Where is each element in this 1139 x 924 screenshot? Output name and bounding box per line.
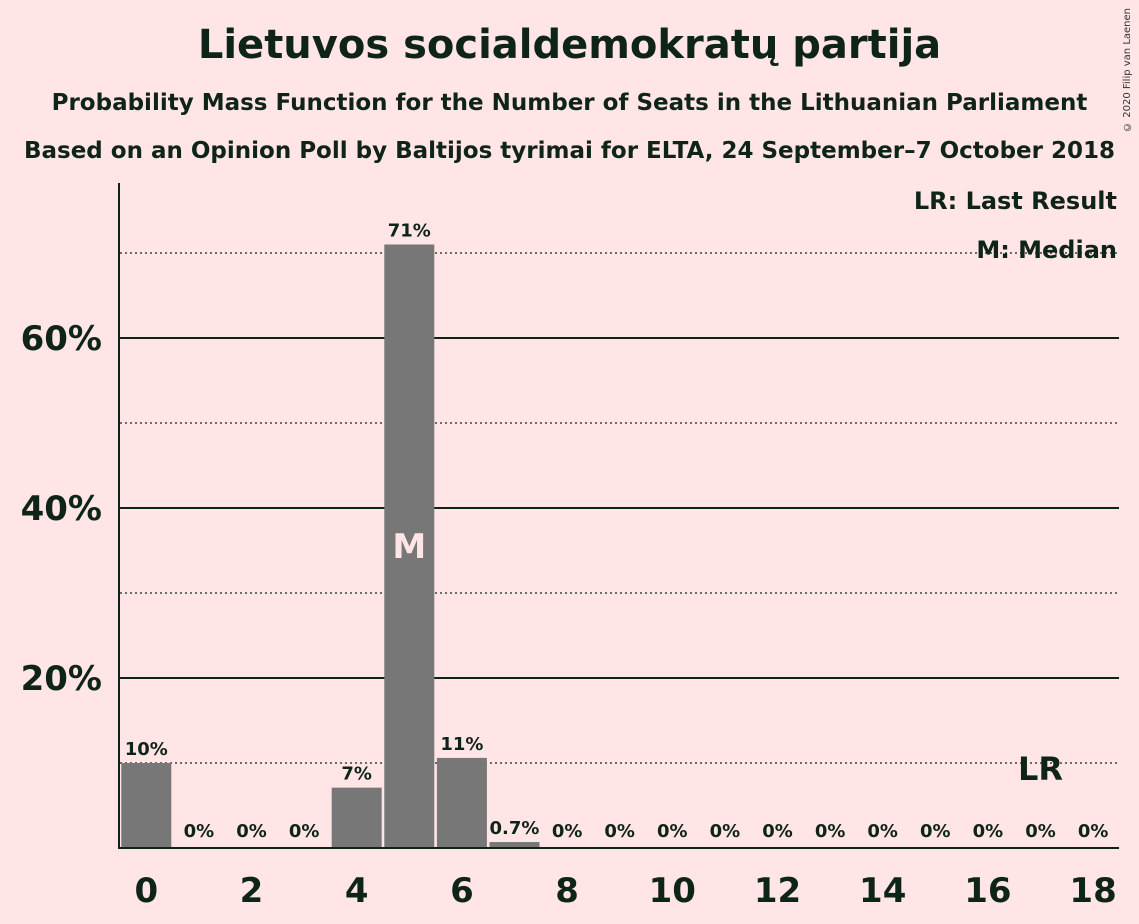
- data-label: 7%: [341, 764, 372, 785]
- x-tick-label: 2: [240, 871, 264, 911]
- x-tick-label: 10: [649, 871, 696, 911]
- x-tick-label: 0: [134, 871, 158, 911]
- data-label: 0%: [552, 821, 583, 842]
- data-label: 0%: [867, 821, 898, 842]
- data-label: 0.7%: [490, 818, 540, 839]
- y-tick-label: 60%: [21, 319, 102, 359]
- data-label: 0%: [1078, 821, 1109, 842]
- y-tick-label: 40%: [21, 489, 102, 529]
- chart-source-note: Based on an Opinion Poll by Baltijos tyr…: [23, 138, 1116, 164]
- data-label: 0%: [762, 821, 793, 842]
- x-tick-label: 4: [345, 871, 369, 911]
- data-label: 0%: [710, 821, 741, 842]
- data-label: 71%: [388, 221, 431, 242]
- chart-subtitle: Probability Mass Function for the Number…: [51, 90, 1088, 116]
- data-label: 0%: [657, 821, 688, 842]
- x-tick-label: 6: [450, 871, 474, 911]
- x-tick-label: 18: [1069, 871, 1116, 911]
- data-label: 0%: [184, 821, 215, 842]
- data-label: 10%: [125, 739, 168, 760]
- data-label: 0%: [289, 821, 320, 842]
- bar: [436, 757, 487, 848]
- x-tick-label: 8: [555, 871, 579, 911]
- y-tick-label: 20%: [21, 659, 102, 699]
- bar: [384, 244, 435, 848]
- data-label: 0%: [920, 821, 951, 842]
- data-label: 11%: [440, 734, 483, 755]
- legend-last-result: LR: Last Result: [914, 187, 1117, 215]
- x-tick-label: 12: [754, 871, 801, 911]
- data-label: 0%: [973, 821, 1004, 842]
- x-tick-label: 16: [964, 871, 1011, 911]
- last-result-marker: LR: [1018, 750, 1063, 788]
- legend-median: M: Median: [976, 236, 1117, 264]
- median-marker: M: [392, 527, 426, 567]
- data-label: 0%: [604, 821, 635, 842]
- bar: [331, 787, 382, 848]
- bar: [121, 763, 172, 848]
- data-label: 0%: [236, 821, 267, 842]
- bar: [489, 842, 540, 848]
- x-tick-label: 14: [859, 871, 906, 911]
- data-label: 0%: [815, 821, 846, 842]
- chart-title: Lietuvos socialdemokratų partija: [197, 22, 942, 68]
- data-label: 0%: [1025, 821, 1056, 842]
